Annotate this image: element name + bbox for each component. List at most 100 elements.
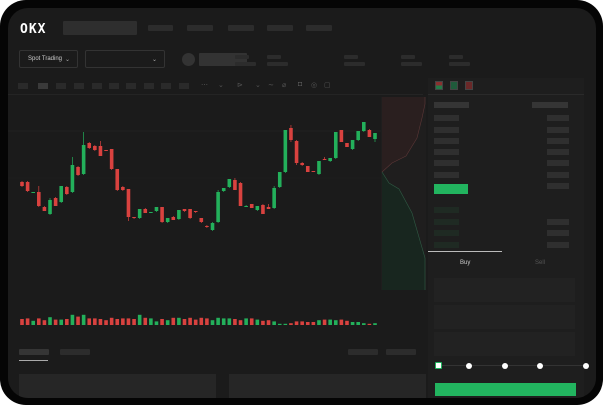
bid-row-price[interactable] [434,242,459,248]
chevron-down-icon[interactable]: ⌄ [218,82,224,89]
settings-icon[interactable]: ◎ [311,82,318,89]
candle-body [227,179,232,187]
volume-bar [37,318,41,325]
slider-stop-100[interactable] [583,363,589,369]
volume-bar [289,323,293,325]
interval-button[interactable] [179,83,189,89]
candle-body [266,207,271,209]
last-price [434,184,468,194]
ask-row-price[interactable] [434,127,459,133]
okx-logo[interactable]: OKX [20,22,47,37]
bid-row-price[interactable] [434,207,459,213]
volume-bar [154,321,159,325]
interval-button-active[interactable] [38,83,48,89]
chevron-down-icon: ⌄ [151,56,157,63]
percent-slider-handle[interactable] [435,362,442,369]
total-input[interactable] [434,332,575,356]
candlestick-chart[interactable] [8,8,428,338]
tab-open-orders[interactable] [19,349,49,355]
volume-bar [137,314,142,325]
bid-row-price[interactable] [434,230,459,236]
volume-bar [210,320,215,325]
bid-row-amount [547,242,569,248]
candle-body [177,210,181,219]
orderbook-asks-view-icon[interactable] [465,81,473,90]
slider-stop-25[interactable] [466,363,472,369]
candle-body [20,182,24,186]
ask-row-price[interactable] [434,172,459,178]
interval-button[interactable] [161,83,171,89]
volume-bar [59,319,64,325]
camera-icon[interactable]: ◘ [298,81,303,88]
volume-bar [238,320,243,325]
candle-body [154,207,159,211]
volume-bar [227,318,232,325]
price-input[interactable] [434,278,575,302]
candle-body [76,167,80,175]
nav-item[interactable] [148,25,173,31]
slider-stop-50[interactable] [502,363,508,369]
ask-row-price[interactable] [434,115,459,121]
interval-button[interactable] [92,83,102,89]
volume-bar [361,323,366,325]
volume-bar [294,321,299,325]
search-bar[interactable] [63,21,137,35]
candle-body [42,207,47,211]
app-screen: OKX Spot Trading ⌄ ⌄ ⋯ ⌄ ⊳ ⌄ ∼ ⌀ ◘ ◎ ▢ [8,8,596,398]
volume-bar [261,320,265,325]
fullscreen-icon[interactable]: ▢ [324,82,331,89]
slider-stop-75[interactable] [537,363,543,369]
volume-bar [221,318,226,325]
volume-bar [177,317,181,325]
market-type-dropdown[interactable]: Spot Trading ⌄ [19,50,78,68]
interval-button[interactable] [109,83,119,89]
volume-bar [132,319,136,325]
filter-button[interactable] [348,349,378,355]
candle-type-icon[interactable]: ⋯ [201,82,208,89]
orderbook-both-view-icon[interactable] [435,81,443,90]
ruler-icon[interactable]: ⌀ [282,82,287,89]
orders-panel-left [19,374,216,398]
nav-item[interactable] [228,25,254,31]
indicator-icon[interactable]: ⊳ [237,82,243,89]
nav-item[interactable] [267,25,293,31]
candle-body [193,211,198,212]
candle-body [109,149,114,169]
ask-row-amount [547,138,569,144]
amount-input[interactable] [434,305,575,329]
nav-item[interactable] [306,25,332,31]
candle-body [160,207,164,222]
candle-body [255,206,260,210]
candle-body [328,158,332,161]
nav-item[interactable] [187,25,213,31]
orderbook-bids-view-icon[interactable] [450,81,458,90]
buy-tab[interactable]: Buy [460,260,471,266]
ask-row-price[interactable] [434,138,459,144]
ask-row-price[interactable] [434,149,459,155]
chevron-down-icon[interactable]: ⌄ [255,82,261,89]
interval-button[interactable] [18,83,28,89]
ask-row-price[interactable] [434,160,459,166]
interval-button[interactable] [144,83,154,89]
bid-row-amount [547,219,569,225]
candle-body [137,209,142,218]
pair-dropdown[interactable]: ⌄ [85,50,165,68]
ask-row-amount [547,172,569,178]
bid-row-price[interactable] [434,219,459,225]
filter-button[interactable] [386,349,416,355]
sell-tab[interactable]: Sell [535,260,546,266]
percent-slider-track[interactable] [440,365,588,366]
candle-body [373,133,377,139]
interval-button[interactable] [74,83,84,89]
candle-body [238,183,243,206]
active-tab-indicator [428,251,502,252]
volume-bar [322,319,327,325]
interval-button[interactable] [126,83,136,89]
volume-bar [255,319,260,325]
buy-submit-button[interactable] [435,383,576,396]
interval-button[interactable] [56,83,66,89]
tab-order-history[interactable] [60,349,90,355]
volume-bar [160,319,164,325]
volume-bar [171,317,176,325]
line-tool-icon[interactable]: ∼ [268,82,274,89]
